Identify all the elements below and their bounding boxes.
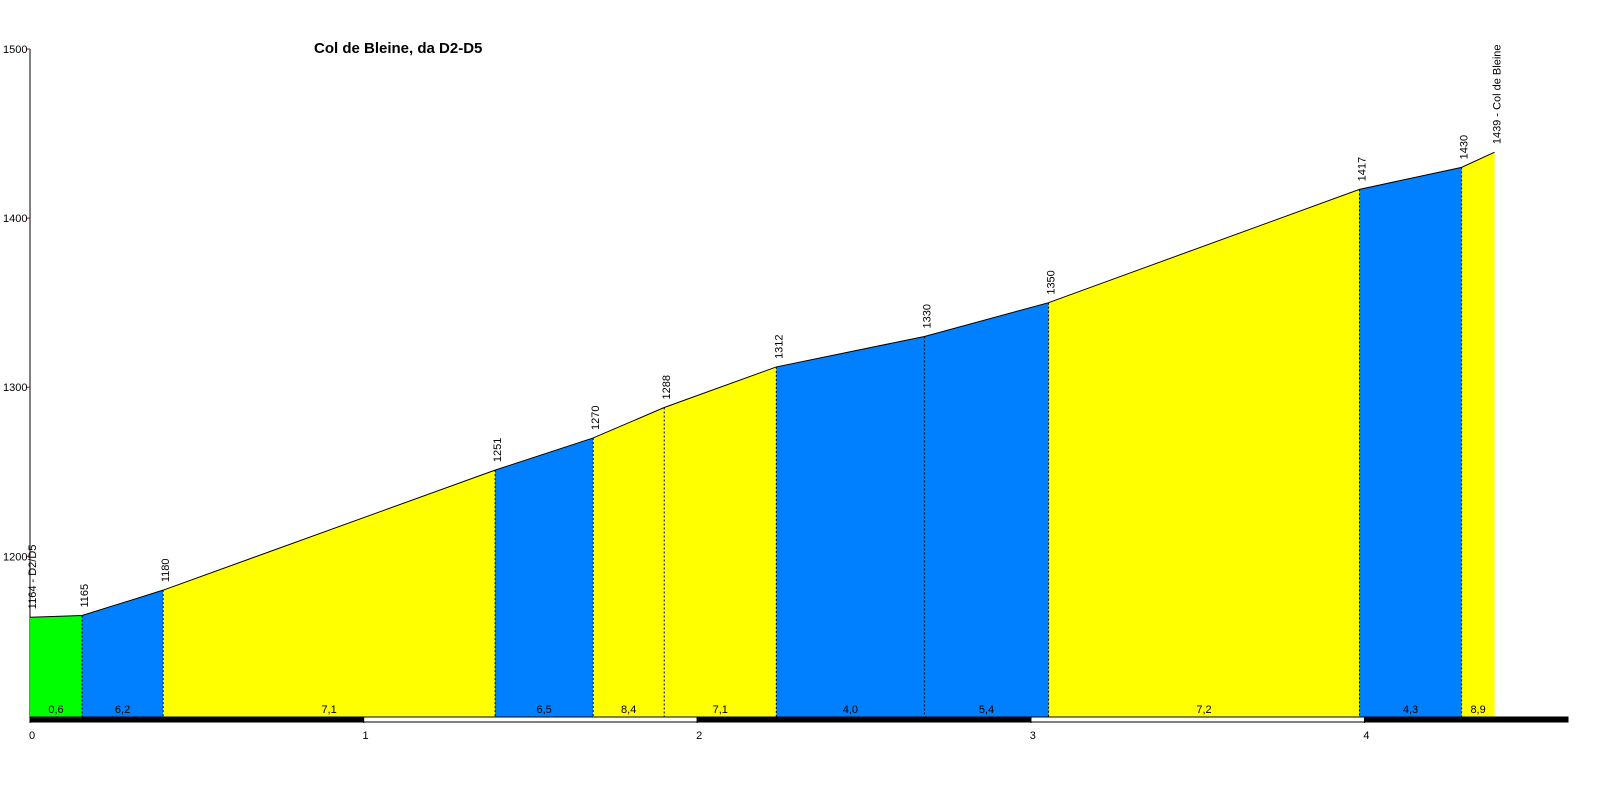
- gradient-label: 6,2: [115, 704, 130, 716]
- profile-segment: [593, 407, 665, 717]
- x-ruler-band: [363, 716, 698, 723]
- elevation-label: 1430: [1459, 135, 1471, 159]
- elevation-label: 1350: [1046, 270, 1058, 294]
- gradient-label: 4,3: [1403, 704, 1418, 716]
- x-ruler-band: [1030, 716, 1365, 723]
- x-ruler-band: [1363, 716, 1569, 723]
- profile-segment: [82, 590, 164, 717]
- gradient-label: 0,6: [48, 704, 63, 716]
- elevation-label: 1288: [661, 375, 673, 399]
- x-tick-label: 3: [1030, 730, 1036, 742]
- x-tick-label: 1: [363, 730, 369, 742]
- elevation-label: 1164 - D2/D5: [27, 545, 39, 610]
- elevation-label: 1270: [590, 405, 602, 429]
- elevation-label: 1312: [773, 334, 785, 358]
- elevation-label: 1165: [79, 584, 91, 608]
- x-ruler-band: [29, 716, 365, 723]
- x-ruler-band: [696, 716, 1032, 723]
- gradient-label: 4,0: [843, 704, 858, 716]
- y-tick-label: 1500: [3, 44, 27, 56]
- elevation-label: 1251: [492, 438, 504, 462]
- chart-title: Col de Bleine, da D2-D5: [314, 40, 482, 57]
- y-tick-label: 1200: [3, 551, 27, 563]
- x-tick-label: 0: [29, 730, 35, 742]
- x-tick-label: 4: [1363, 730, 1369, 742]
- gradient-label: 7,1: [713, 704, 728, 716]
- profile-segment: [776, 336, 925, 717]
- profile-segment: [495, 437, 594, 717]
- elevation-label: 1439 - Col de Bleine: [1492, 44, 1504, 144]
- profile-segment: [924, 302, 1049, 717]
- profile-segment: [1048, 189, 1360, 717]
- elevation-label: 1180: [160, 559, 172, 583]
- gradient-label: 5,4: [979, 704, 994, 716]
- profile-segment: [163, 470, 496, 717]
- x-tick-label: 2: [696, 730, 702, 742]
- elevation-label: 1330: [921, 304, 933, 328]
- gradient-label: 7,1: [321, 704, 336, 716]
- gradient-label: 7,2: [1196, 704, 1211, 716]
- profile-segment: [30, 615, 83, 717]
- y-tick-label: 1400: [3, 213, 27, 225]
- gradient-label: 8,4: [621, 704, 636, 716]
- gradient-label: 6,5: [536, 704, 551, 716]
- profile-segment: [1461, 152, 1495, 718]
- profile-segment: [1359, 167, 1462, 717]
- elevation-label: 1417: [1356, 157, 1368, 181]
- profile-segment: [664, 366, 777, 717]
- profile-line: [29, 151, 1495, 618]
- gradient-label: 8,9: [1470, 704, 1485, 716]
- y-tick-label: 1300: [3, 382, 27, 394]
